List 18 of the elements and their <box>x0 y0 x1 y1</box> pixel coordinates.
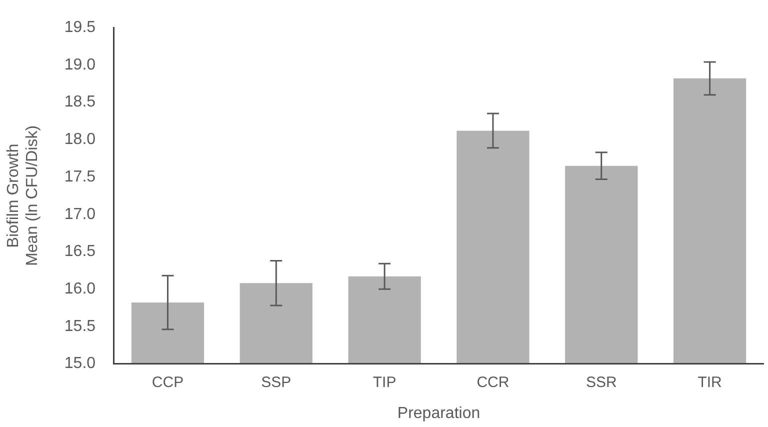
x-tick-label: CCR <box>476 374 510 391</box>
x-tick-label: TIR <box>698 374 722 391</box>
y-axis-title: Biofilm Growth Mean (ln CFU/Disk) <box>5 125 42 266</box>
y-tick-label: 16.5 <box>64 243 96 260</box>
x-tick-label: CCP <box>152 374 184 391</box>
y-tick-label: 15.5 <box>64 318 96 335</box>
y-tick-label: 19.5 <box>64 19 96 36</box>
x-axis-title: Preparation <box>397 404 480 422</box>
y-tick-label: 18.5 <box>64 94 96 111</box>
x-tick-label: TIP <box>372 374 396 391</box>
x-tick-label: SSP <box>261 374 292 391</box>
x-tick-label: SSR <box>586 374 617 391</box>
y-tick-label: 17.5 <box>64 168 96 186</box>
y-tick-label: 17.0 <box>64 206 96 223</box>
y-tick-label: 18.0 <box>64 131 96 148</box>
y-tick-label: 16.0 <box>64 280 96 298</box>
y-tick-label: 19.0 <box>64 56 96 74</box>
y-tick-label: 15.0 <box>64 355 96 372</box>
